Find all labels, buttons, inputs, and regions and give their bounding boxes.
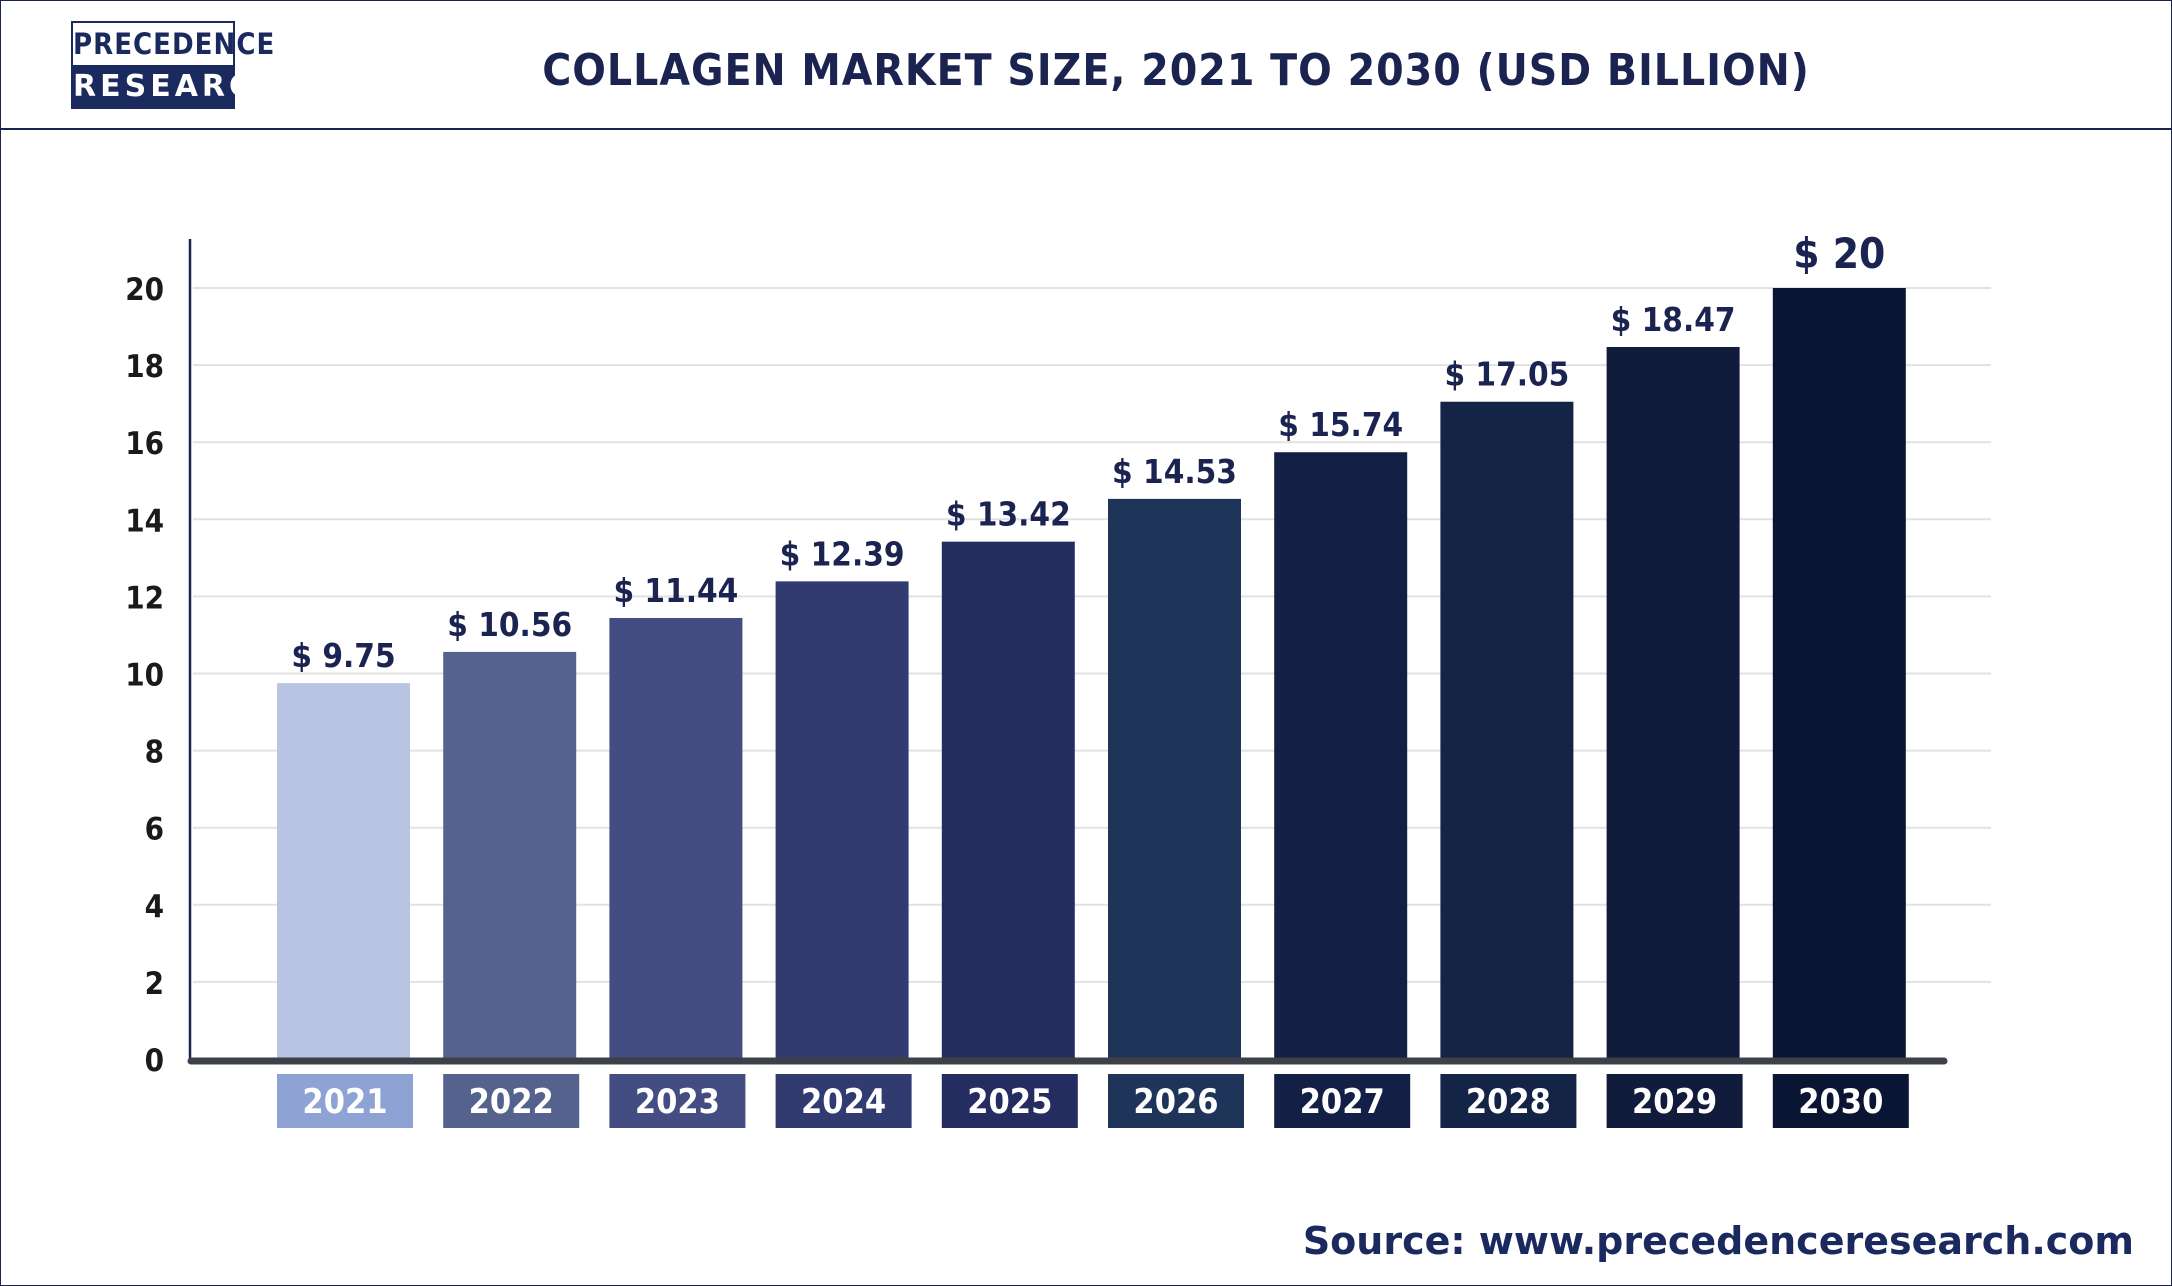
header: PRECEDENCE RESEARCH COLLAGEN MARKET SIZE…	[1, 1, 2171, 130]
bar-value-label: $ 18.47	[1611, 300, 1736, 339]
y-tick-label: 8	[145, 735, 164, 771]
category-label: 2028	[1466, 1082, 1551, 1122]
bar-value-label: $ 17.05	[1444, 355, 1569, 394]
bar	[1606, 346, 1740, 1059]
bar-value-label: $ 15.74	[1278, 405, 1403, 444]
category-label-box	[1606, 1074, 1743, 1128]
category-label-box	[1772, 1074, 1909, 1128]
y-tick-label: 4	[145, 889, 164, 925]
category-label-box	[941, 1074, 1078, 1128]
category-label-box	[1108, 1074, 1244, 1128]
category-label: 2024	[801, 1082, 886, 1122]
category-label-box	[277, 1074, 413, 1128]
category-label-box	[443, 1074, 580, 1128]
category-label-box	[1274, 1074, 1411, 1128]
category-label-box	[609, 1074, 746, 1128]
category-label: 2026	[1133, 1082, 1218, 1122]
bar-value-label: $ 9.75	[291, 636, 395, 675]
category-label: 2030	[1798, 1082, 1883, 1122]
y-tick-label: 2	[145, 966, 164, 1002]
y-tick-label: 14	[125, 503, 164, 539]
bar	[609, 617, 743, 1059]
bar	[277, 683, 410, 1059]
chart-title: COLLAGEN MARKET SIZE, 2021 TO 2030 (USD …	[542, 45, 1810, 96]
bar	[443, 651, 577, 1059]
category-label: 2023	[635, 1082, 720, 1122]
y-tick-label: 12	[125, 580, 164, 616]
bar-value-label: $ 20	[1793, 229, 1885, 278]
category-label: 2029	[1632, 1082, 1717, 1122]
category-label: 2025	[967, 1082, 1052, 1122]
bar-value-label: $ 12.39	[780, 534, 905, 573]
y-tick-label: 18	[125, 349, 164, 385]
bar-value-label: $ 10.56	[447, 605, 572, 644]
bar-value-label: $ 13.42	[946, 495, 1071, 534]
bar	[1274, 452, 1408, 1059]
category-label: 2027	[1300, 1082, 1385, 1122]
category-label: 2021	[302, 1082, 387, 1122]
y-tick-label: 16	[125, 426, 164, 462]
y-tick-label: 0	[145, 1043, 164, 1079]
category-label-box	[775, 1074, 912, 1128]
category-label-box	[1440, 1074, 1577, 1128]
y-tick-label: 6	[145, 812, 164, 848]
category-label: 2022	[469, 1082, 554, 1122]
y-tick-label: 20	[125, 272, 164, 308]
bar-value-label: $ 11.44	[613, 571, 738, 610]
bar	[1772, 288, 1906, 1059]
y-tick-label: 10	[125, 658, 164, 694]
bar-value-label: $ 14.53	[1112, 452, 1237, 491]
source-credit: Source: www.precedenceresearch.com	[1302, 1219, 2134, 1263]
bar	[941, 541, 1075, 1059]
bar	[1440, 401, 1574, 1059]
bar	[1108, 498, 1241, 1059]
bar	[775, 581, 909, 1059]
